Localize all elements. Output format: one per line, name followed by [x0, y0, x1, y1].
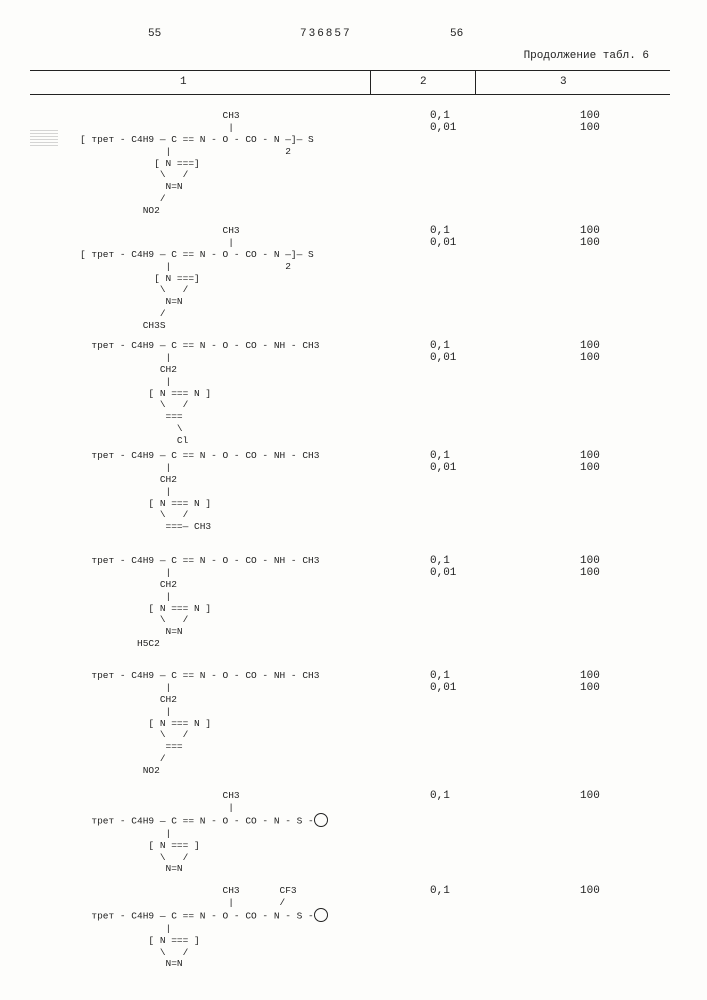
efficacy-value: 100	[580, 885, 600, 897]
concentration-value: 0,1 0,01	[430, 225, 456, 249]
efficacy-value: 100	[580, 790, 600, 802]
page-number-right: 56	[450, 28, 463, 40]
efficacy-value: 100 100	[580, 110, 600, 134]
concentration-value: 0,1	[430, 790, 450, 802]
col-divider-1	[370, 70, 371, 94]
chemical-structure: CH3 | трет - C4H9 — C == N - O - CO - N …	[80, 790, 400, 875]
efficacy-value: 100 100	[580, 450, 600, 474]
efficacy-value: 100 100	[580, 670, 600, 694]
table-rule-bottom	[30, 94, 670, 95]
benzene-ring-icon	[314, 813, 328, 827]
page-number-left: 55	[148, 28, 161, 40]
col-header-3: 3	[560, 76, 567, 88]
concentration-value: 0,1 0,01	[430, 450, 456, 474]
chemical-structure: CH3 | [ трет - C4H9 — C == N - O - CO - …	[80, 110, 400, 217]
concentration-value: 0,1 0,01	[430, 555, 456, 579]
document-number: 736857	[300, 28, 352, 40]
concentration-value: 0,1 0,01	[430, 670, 456, 694]
chemical-structure: трет - C4H9 — C == N - O - CO - NH - CH3…	[80, 670, 400, 777]
concentration-value: 0,1	[430, 885, 450, 897]
efficacy-value: 100 100	[580, 225, 600, 249]
chemical-structure: трет - C4H9 — C == N - O - CO - NH - CH3…	[80, 450, 400, 533]
col-divider-2	[475, 70, 476, 94]
chemical-structure: CH3 CF3 | / трет - C4H9 — C == N - O - C…	[80, 885, 400, 970]
chemical-structure: трет - C4H9 — C == N - O - CO - NH - CH3…	[80, 340, 400, 447]
concentration-value: 0,1 0,01	[430, 340, 456, 364]
efficacy-value: 100 100	[580, 555, 600, 579]
benzene-ring-icon	[314, 908, 328, 922]
col-header-2: 2	[420, 76, 427, 88]
chemical-structure: CH3 | [ трет - C4H9 — C == N - O - CO - …	[80, 225, 400, 332]
chemical-structure: трет - C4H9 — C == N - O - CO - NH - CH3…	[80, 555, 400, 650]
efficacy-value: 100 100	[580, 340, 600, 364]
continuation-label: Продолжение табл. 6	[524, 50, 649, 62]
concentration-value: 0,1 0,01	[430, 110, 456, 134]
col-header-1: 1	[180, 76, 187, 88]
print-artifact	[30, 128, 58, 146]
table-rule-top	[30, 70, 670, 71]
